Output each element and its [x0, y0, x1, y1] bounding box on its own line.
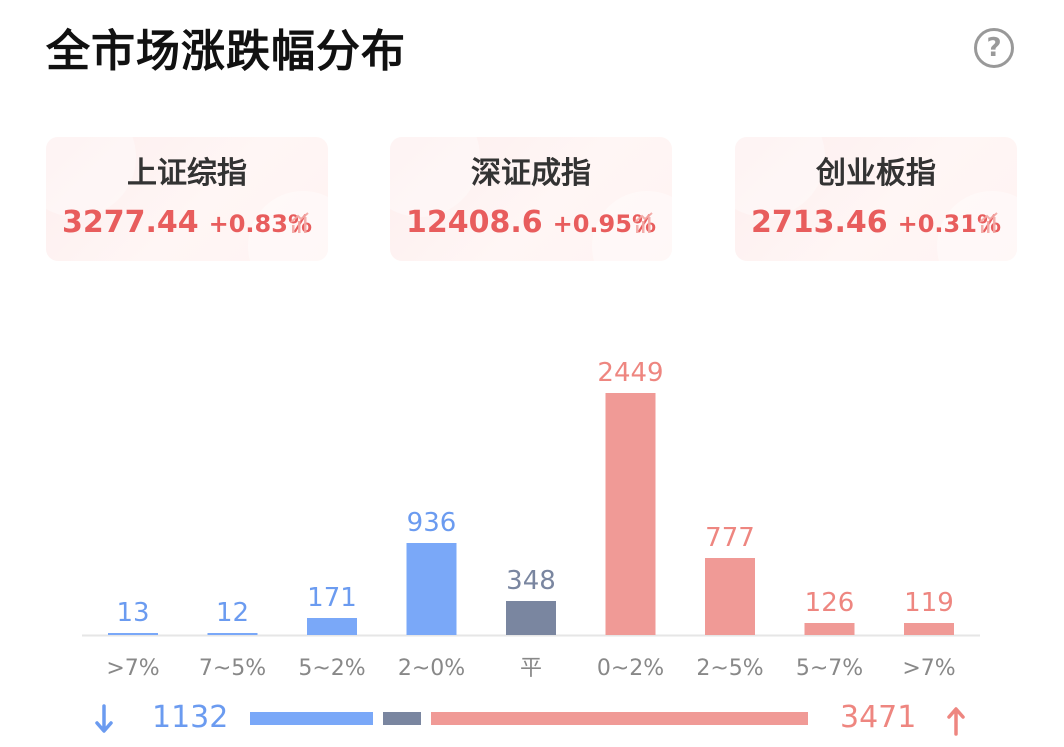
bar — [904, 623, 954, 635]
down-arrow-icon — [95, 704, 113, 733]
bar — [605, 393, 656, 635]
fall-total: 1132 — [152, 700, 229, 735]
bar-value-label: 126 — [805, 588, 855, 618]
rise-total: 3471 — [840, 700, 917, 735]
bar-value-label: 936 — [407, 508, 457, 538]
trend-up-icon — [634, 212, 653, 233]
index-card-chinext[interactable]: 创业板指 2713.46 +0.31% — [735, 137, 1017, 261]
fall-summary-bar — [250, 712, 373, 725]
bar-value-label: 777 — [705, 523, 755, 553]
bar — [506, 601, 556, 635]
trend-up-icon — [290, 212, 309, 233]
index-value: 2713.46 — [750, 205, 888, 240]
trend-up-icon — [979, 212, 998, 233]
bar-value-label: 348 — [506, 566, 556, 596]
index-change: +0.95% — [552, 210, 656, 238]
x-tick-label: 7~5% — [199, 656, 266, 681]
bar — [207, 633, 258, 635]
index-card-szse[interactable]: 深证成指 12408.6 +0.95% — [390, 137, 672, 261]
flat-summary-bar — [383, 712, 421, 725]
x-tick-label: 2~5% — [696, 656, 763, 681]
index-value: 12408.6 — [405, 205, 543, 240]
bar — [307, 618, 357, 635]
bar — [705, 558, 755, 635]
index-change: +0.31% — [897, 210, 1001, 238]
page-title: 全市场涨跌幅分布 — [46, 26, 406, 77]
rise-summary-bar — [430, 712, 808, 725]
up-arrow-icon — [947, 707, 965, 736]
bar — [108, 633, 158, 635]
x-tick-label: 平 — [520, 656, 542, 681]
bar-value-label: 12 — [216, 598, 249, 628]
x-tick-label: 2~0% — [398, 656, 465, 681]
index-card-sse[interactable]: 上证综指 3277.44 +0.83% — [46, 137, 328, 261]
x-tick-label: 5~2% — [298, 656, 365, 681]
index-change: +0.83% — [208, 210, 312, 238]
distribution-chart: 13 >7% 12 7~5% 171 5~2% 936 2~0% 348 平 2449 0~2% 777… — [82, 358, 980, 681]
x-tick-label: >7% — [106, 656, 159, 681]
index-name: 上证综指 — [127, 156, 247, 191]
bar-value-label: 2449 — [597, 358, 663, 388]
x-tick-label: 0~2% — [597, 656, 664, 681]
bar — [406, 543, 457, 635]
index-value: 3277.44 — [61, 205, 199, 240]
bar-value-label: 13 — [116, 598, 149, 628]
bar-value-label: 171 — [307, 583, 357, 613]
bar — [804, 623, 855, 635]
bar-value-label: 119 — [904, 588, 954, 618]
index-name: 深证成指 — [471, 156, 591, 191]
question-circle-icon[interactable]: ? — [974, 28, 1014, 68]
index-name: 创业板指 — [816, 156, 936, 191]
x-tick-label: 5~7% — [796, 656, 863, 681]
x-tick-label: >7% — [902, 656, 955, 681]
